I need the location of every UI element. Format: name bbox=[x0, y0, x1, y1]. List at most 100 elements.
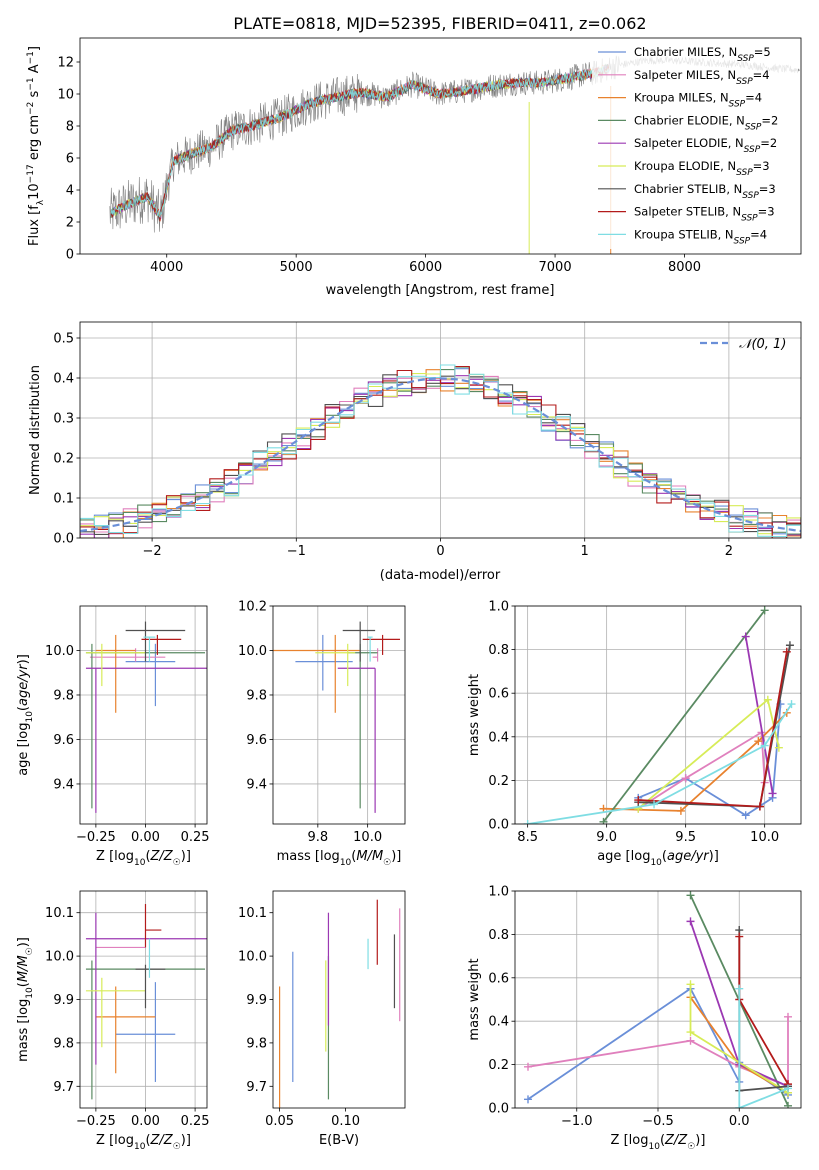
z-weight-axes: −1.0 −0.5 0.0 0.0 0.2 0.4 0.6 0.8 1.0 Z [log10(Z/… bbox=[467, 885, 802, 1152]
weight-point bbox=[686, 980, 695, 989]
weight-line bbox=[738, 988, 789, 1108]
x-axis-label: (data-model)/error bbox=[380, 568, 501, 583]
y-tick-label: 0.2 bbox=[488, 1058, 509, 1073]
y-axis-label: mass weight bbox=[467, 958, 482, 1040]
y-tick-label: 10 bbox=[57, 88, 74, 103]
weight-point bbox=[681, 774, 690, 783]
y-tick-label: 10.0 bbox=[238, 950, 267, 965]
weight-line bbox=[603, 712, 788, 812]
x-tick-label: 0.25 bbox=[181, 1114, 210, 1129]
y-tick-label: 0.0 bbox=[488, 1102, 509, 1117]
y-tick-label: 9.9 bbox=[53, 993, 74, 1008]
plot-area bbox=[524, 891, 792, 1108]
x-tick-label: 0.10 bbox=[331, 1114, 360, 1129]
plot-area bbox=[273, 621, 401, 813]
legend-entry: 𝒩(0, 1) bbox=[739, 337, 786, 352]
legend-entry: Kroupa ELODIE, NSSP=3 bbox=[634, 159, 770, 178]
y-tick-label: 6 bbox=[66, 152, 74, 167]
axes-frame bbox=[79, 37, 802, 255]
x-axis-label: Z [log10(Z/Z☉)] bbox=[96, 1133, 191, 1152]
age-weight-axes: 8.5 9.0 9.5 10.0 0.0 0.2 0.4 0.6 0.8 1.0 age [log1… bbox=[467, 600, 802, 868]
weight-point bbox=[754, 737, 763, 746]
y-tick-label: 9.8 bbox=[53, 1036, 74, 1051]
x-tick-label: 9.5 bbox=[675, 830, 696, 845]
plot-area bbox=[279, 899, 401, 1108]
y-tick-label: 0.5 bbox=[53, 332, 74, 347]
y-tick-label: 0 bbox=[66, 248, 74, 263]
y-tick-label: 9.4 bbox=[53, 777, 74, 792]
weight-point bbox=[782, 647, 791, 656]
figure-title: PLATE=0818, MJD=52395, FIBERID=0411, z=0… bbox=[233, 14, 646, 33]
y-tick-label: 9.6 bbox=[246, 733, 267, 748]
legend-entry: Kroupa STELIB, NSSP=4 bbox=[634, 227, 767, 246]
x-tick-label: 5000 bbox=[280, 260, 313, 275]
y-tick-label: 0.4 bbox=[53, 372, 74, 387]
y-tick-label: 0.6 bbox=[488, 687, 509, 702]
axes-frame bbox=[79, 890, 208, 1109]
histogram-axes: −2 −1 0 1 2 0.0 0.1 0.2 0.3 0.4 0.5 (data-model)/er… bbox=[28, 321, 802, 583]
x-tick-label: 10.0 bbox=[353, 830, 382, 845]
y-tick-label: 0.0 bbox=[53, 532, 74, 547]
x-tick-label: 0.05 bbox=[265, 1114, 294, 1129]
y-tick-label: 12 bbox=[57, 56, 74, 71]
y-tick-label: 4 bbox=[66, 184, 74, 199]
weight-point bbox=[524, 1062, 532, 1071]
x-axis-label: age [log10(age/yr)] bbox=[597, 849, 719, 868]
plot-area bbox=[85, 621, 207, 813]
y-axis-label: Flux [fλ10−17 erg cm−2 s−1 A−1] bbox=[26, 46, 46, 246]
weight-point bbox=[686, 1036, 695, 1045]
legend-entry: Chabrier MILES, NSSP=5 bbox=[634, 45, 771, 64]
y-tick-label: 9.9 bbox=[246, 993, 267, 1008]
legend-entry: Salpeter MILES, NSSP=4 bbox=[634, 68, 770, 87]
y-tick-label: 2 bbox=[66, 216, 74, 231]
plot-area bbox=[109, 55, 800, 254]
weight-point bbox=[735, 1104, 744, 1108]
y-tick-label: 8 bbox=[66, 120, 74, 135]
x-tick-label: −2 bbox=[143, 544, 162, 559]
legend-entry: Salpeter STELIB, NSSP=3 bbox=[634, 205, 775, 224]
x-tick-label: 9.0 bbox=[596, 830, 617, 845]
y-tick-label: 0.4 bbox=[488, 730, 509, 745]
weight-line bbox=[527, 703, 793, 824]
mass-age-axes: 9.8 10.0 9.4 9.6 9.8 10.0 10.2 mass [log10(M/M☉… bbox=[238, 600, 406, 868]
y-tick-label: 10.1 bbox=[45, 906, 74, 921]
y-tick-label: 0.8 bbox=[488, 643, 509, 658]
y-tick-label: 0.2 bbox=[53, 452, 74, 467]
x-tick-label: −0.5 bbox=[642, 1114, 674, 1129]
z-age-axes: −0.25 0.00 0.25 9.4 9.6 9.8 10.0 Z [log10(Z/Z☉)… bbox=[16, 605, 210, 868]
x-tick-label: 8000 bbox=[668, 260, 701, 275]
y-tick-label: 1.0 bbox=[488, 600, 509, 615]
weight-point bbox=[784, 1012, 792, 1021]
axes-frame bbox=[79, 321, 802, 539]
x-tick-label: 6000 bbox=[409, 260, 442, 275]
x-axis-label: Z [log10(Z/Z☉)] bbox=[96, 849, 191, 868]
x-tick-label: 2 bbox=[725, 544, 733, 559]
weight-point bbox=[784, 1084, 792, 1093]
y-tick-label: 10.0 bbox=[45, 644, 74, 659]
y-tick-label: 10.0 bbox=[45, 950, 74, 965]
y-tick-label: 0.3 bbox=[53, 412, 74, 427]
weight-point bbox=[741, 632, 750, 641]
axes-frame bbox=[514, 890, 802, 1109]
plot-area bbox=[80, 364, 801, 538]
y-tick-label: 0.6 bbox=[488, 971, 509, 986]
panels: 4000 5000 6000 7000 8000024681012wavelength … bbox=[16, 37, 802, 1152]
x-axis-label: Z [log10(Z/Z☉)] bbox=[611, 1133, 706, 1152]
weight-point bbox=[523, 820, 532, 824]
x-axis-label: mass [log10(M/M☉)] bbox=[277, 849, 402, 868]
weight-point bbox=[735, 932, 744, 941]
y-tick-label: 9.4 bbox=[246, 777, 267, 792]
weight-point bbox=[650, 800, 659, 809]
x-tick-label: 0.25 bbox=[181, 830, 210, 845]
y-axis-label: Normed distribution bbox=[28, 365, 43, 495]
weight-point bbox=[760, 606, 769, 615]
x-tick-label: 7000 bbox=[539, 260, 572, 275]
normal-curve-line bbox=[80, 377, 801, 533]
weight-point bbox=[686, 1028, 695, 1037]
axes-frame bbox=[272, 605, 406, 825]
legend-box bbox=[592, 41, 798, 249]
x-tick-label: −1.0 bbox=[561, 1114, 593, 1129]
weight-line bbox=[744, 636, 774, 794]
weight-point bbox=[524, 1095, 532, 1104]
